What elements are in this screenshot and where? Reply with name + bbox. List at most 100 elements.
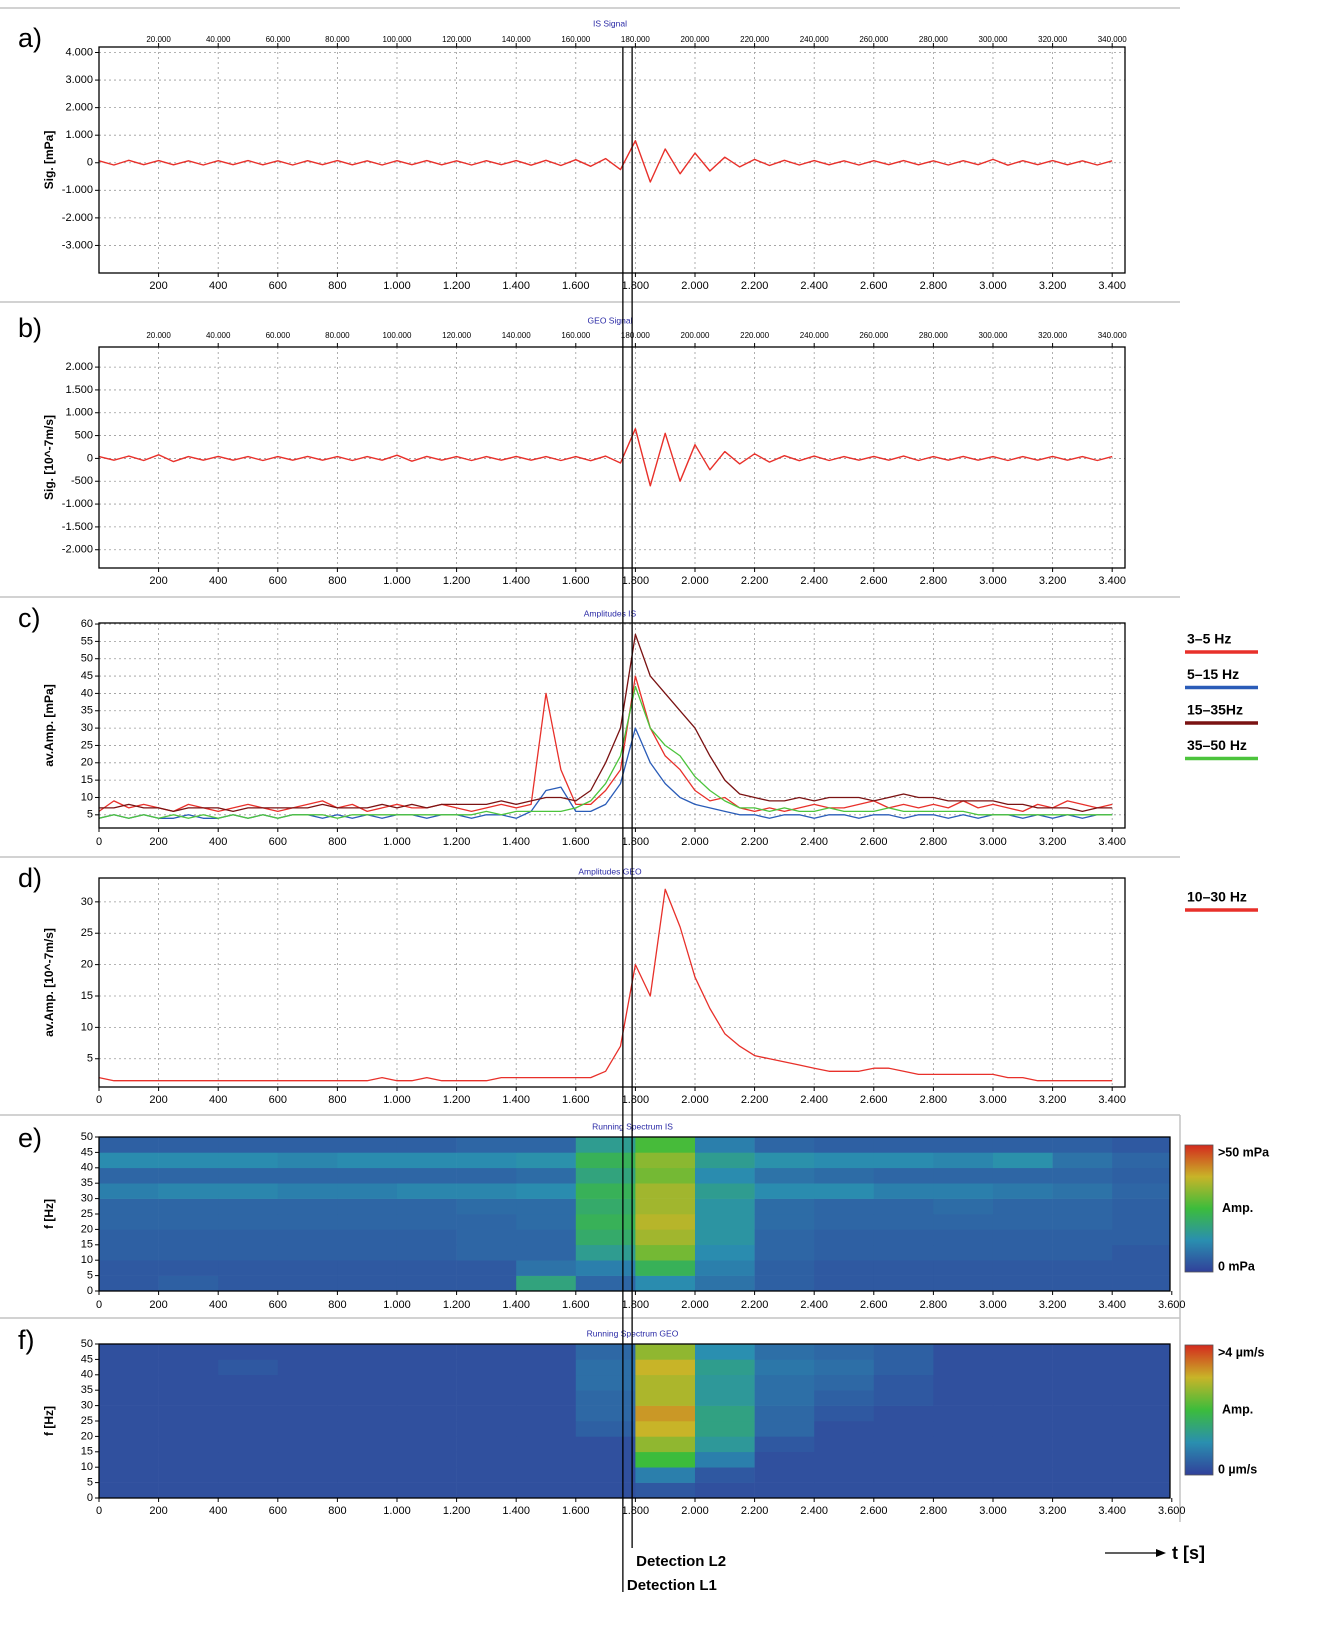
heatmap-cell	[754, 1421, 815, 1437]
panel: b) GEO Signal Sig. [10^-7m/s] 200 400 600 800 1…	[18, 313, 1127, 587]
heatmap-cell	[873, 1260, 934, 1276]
x2-tick-label: 140.000	[502, 331, 531, 340]
panel: d) Amplitudes GEO av.Amp. [10^-7m/s] 0 200 40…	[18, 863, 1258, 1106]
x-tick-label: 3.200	[1039, 836, 1067, 848]
heatmap-cell	[694, 1244, 755, 1261]
x-tick-label: 200	[149, 836, 167, 848]
heatmap-cell	[396, 1244, 457, 1261]
heatmap-cell	[754, 1405, 815, 1422]
heatmap-cell	[516, 1344, 577, 1360]
heatmap-cell	[1112, 1436, 1171, 1453]
x-axis-label: t [s]	[1172, 1543, 1205, 1563]
heatmap-cell	[516, 1244, 577, 1261]
heatmap-cell	[694, 1229, 755, 1246]
panel-label: c)	[18, 603, 41, 633]
heatmap-cell	[218, 1467, 279, 1483]
x-tick-label: 3.200	[1039, 280, 1067, 292]
heatmap-cell	[456, 1390, 517, 1406]
heatmap-cell	[814, 1374, 875, 1391]
y-tick-label: 15	[81, 1446, 93, 1458]
x2-tick-label: 280.000	[919, 35, 948, 44]
heatmap-cell	[456, 1467, 517, 1483]
heatmap-cell	[635, 1451, 696, 1468]
y-tick-label: 20	[81, 1223, 93, 1235]
heatmap-cell	[814, 1229, 875, 1246]
heatmap-cell	[396, 1436, 457, 1453]
x-tick-label: 3.600	[1158, 1505, 1186, 1517]
x-tick-label: 1.800	[622, 575, 650, 587]
x2-tick-label: 100.000	[383, 35, 412, 44]
heatmap-cell	[992, 1359, 1053, 1376]
heatmap-cell	[337, 1260, 398, 1276]
y-tick-label: 1.000	[65, 129, 93, 141]
y-axis-label: av.Amp. [mPa]	[42, 684, 56, 766]
heatmap-cell	[516, 1451, 577, 1468]
heatmap-cell	[992, 1482, 1053, 1499]
heatmap-cell	[516, 1436, 577, 1453]
heatmap-cell	[694, 1167, 755, 1184]
heatmap-cell	[575, 1275, 636, 1292]
heatmap-cell	[933, 1390, 994, 1406]
heatmap-cell	[1112, 1214, 1171, 1230]
heatmap-cell	[396, 1390, 457, 1406]
heatmap-cell	[158, 1244, 219, 1261]
y-tick-label: 10	[81, 1021, 93, 1033]
heatmap-cell	[99, 1344, 159, 1360]
x-tick-label: 1.400	[502, 1094, 530, 1106]
y-tick-label: 2.000	[65, 361, 93, 373]
y-tick-label: 3.000	[65, 74, 93, 86]
heatmap-cell	[277, 1344, 338, 1360]
x-tick-label: 2.800	[920, 575, 948, 587]
x2-tick-label: 40.000	[206, 331, 231, 340]
heatmap-cell	[277, 1467, 338, 1483]
y-tick-label: 55	[81, 635, 93, 647]
panel: c) Amplitudes IS av.Amp. [mPa] 0 200 400 600 80…	[18, 603, 1258, 848]
heatmap-cell	[456, 1359, 517, 1376]
x-tick-label: 400	[209, 836, 227, 848]
heatmap-cell	[873, 1359, 934, 1376]
heatmap-cell	[456, 1137, 517, 1153]
heatmap-cell	[933, 1229, 994, 1246]
heatmap-cell	[218, 1275, 279, 1292]
x2-tick-label: 160.000	[561, 331, 590, 340]
heatmap-cell	[516, 1275, 577, 1292]
x-tick-label: 2.400	[800, 1505, 828, 1517]
heatmap-cell	[218, 1482, 279, 1499]
heatmap-cell	[158, 1421, 219, 1437]
heatmap-cell	[814, 1260, 875, 1276]
heatmap-cell	[396, 1421, 457, 1437]
heatmap-cell	[337, 1390, 398, 1406]
heatmap-cell	[218, 1198, 279, 1215]
heatmap-cell	[158, 1152, 219, 1169]
panel-label: b)	[18, 313, 42, 343]
x-tick-label: 1.600	[562, 1299, 590, 1311]
heatmap-cell	[99, 1451, 159, 1468]
chart-title: GEO Signal	[588, 315, 633, 325]
heatmap-cell	[516, 1405, 577, 1422]
y-tick-label: 15	[81, 990, 93, 1002]
heatmap-cell	[1052, 1229, 1113, 1246]
heatmap-cell	[516, 1183, 577, 1199]
heatmap-cell	[814, 1344, 875, 1360]
heatmap-cell	[218, 1183, 279, 1199]
x-tick-label: 2.200	[741, 1505, 769, 1517]
heatmap-cell	[1052, 1344, 1113, 1360]
heatmap-cell	[754, 1183, 815, 1199]
heatmap-cell	[1052, 1467, 1113, 1483]
heatmap-cell	[754, 1137, 815, 1153]
x-tick-label: 2.400	[800, 1094, 828, 1106]
heatmap-cell	[814, 1198, 875, 1215]
heatmap-cell	[635, 1260, 696, 1276]
x-tick-label: 2.200	[741, 1299, 769, 1311]
heatmap-cell	[396, 1359, 457, 1376]
heatmap-cell	[575, 1451, 636, 1468]
y-tick-label: 5	[87, 809, 93, 821]
heatmap-cell	[1112, 1275, 1171, 1292]
heatmap-cell	[694, 1137, 755, 1153]
heatmap-cell	[1112, 1359, 1171, 1376]
y-tick-label: -500	[71, 475, 93, 487]
heatmap-cell	[456, 1421, 517, 1437]
x2-tick-label: 320.000	[1038, 331, 1067, 340]
heatmap-cell	[694, 1275, 755, 1292]
x-tick-label: 600	[269, 836, 287, 848]
